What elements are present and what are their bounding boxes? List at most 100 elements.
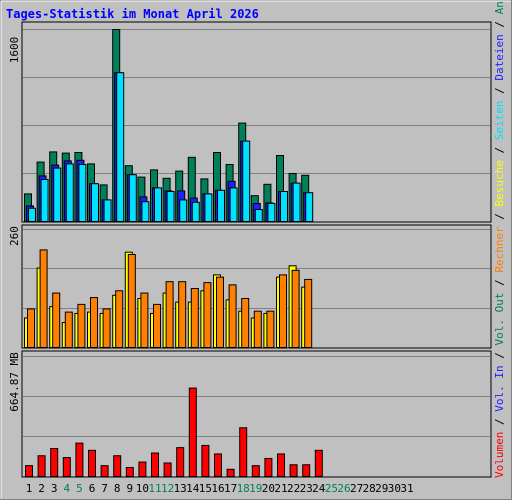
bar-rechner xyxy=(39,249,48,348)
bar-volumen xyxy=(226,468,235,478)
bar-dateien xyxy=(191,201,200,223)
x-tick-label: 12 xyxy=(161,482,174,495)
bar-dateien xyxy=(103,199,112,222)
bar-volumen xyxy=(25,465,33,477)
legend-item: Seiten xyxy=(493,100,506,140)
legend-separator: / xyxy=(493,412,506,432)
bar-dateien xyxy=(229,187,238,222)
bar-dateien xyxy=(78,164,87,222)
bar-volumen xyxy=(176,447,185,477)
x-tick-label: 7 xyxy=(101,482,108,495)
legend-item: Vol. Out xyxy=(493,293,506,346)
bar-volumen xyxy=(138,461,147,478)
panel-2-max-label: 260 xyxy=(8,226,21,246)
x-tick-label: 4 xyxy=(63,482,70,495)
bar-dateien xyxy=(267,203,276,222)
bar-volumen xyxy=(75,442,84,477)
chart-title: Tages-Statistik im Monat April 2026 xyxy=(6,7,259,21)
legend-separator: / xyxy=(493,273,506,293)
bar-rechner xyxy=(52,292,61,348)
bar-volumen xyxy=(37,455,46,477)
bar-volumen xyxy=(277,453,285,478)
x-tick-label: 15 xyxy=(199,482,212,495)
bar-dateien xyxy=(116,72,125,222)
bar-dateien xyxy=(292,182,301,223)
bar-rechner xyxy=(304,278,313,348)
bar-rechner xyxy=(165,281,174,349)
x-tick-label: 16 xyxy=(211,482,224,495)
bar-volumen xyxy=(201,444,210,477)
bar-rechner xyxy=(90,297,98,349)
bar-dateien xyxy=(65,163,74,222)
bar-rechner xyxy=(203,282,212,349)
bar-rechner xyxy=(228,284,237,348)
x-tick-label: 30 xyxy=(388,482,401,495)
bar-rechner xyxy=(253,310,262,349)
bar-rechner xyxy=(216,276,224,348)
bar-volumen xyxy=(113,455,122,477)
bar-rechner xyxy=(27,308,35,348)
panel-1-max-label: 1600 xyxy=(8,37,21,64)
x-tick-label: 8 xyxy=(114,482,121,495)
x-tick-label: 24 xyxy=(312,482,326,495)
x-tick-label: 2 xyxy=(38,482,45,495)
x-tick-label: 10 xyxy=(136,482,149,495)
legend-item: Besuche xyxy=(493,160,506,206)
bar-dateien xyxy=(280,191,288,222)
bar-dateien xyxy=(128,174,137,222)
bar-dateien xyxy=(254,209,263,222)
legend-item: Vol. In xyxy=(493,365,506,411)
x-tick-label: 6 xyxy=(89,482,96,495)
bar-volumen xyxy=(125,466,134,477)
x-tick-label: 21 xyxy=(274,482,287,495)
legend-separator: / xyxy=(493,346,506,366)
bar-dateien xyxy=(204,193,213,222)
bar-volumen xyxy=(50,448,59,477)
x-tick-label: 17 xyxy=(224,482,237,495)
bar-volumen xyxy=(151,452,159,478)
bar-volumen xyxy=(314,449,323,477)
x-tick-label: 31 xyxy=(400,482,413,495)
bar-rechner xyxy=(77,303,86,348)
bar-dateien xyxy=(166,191,175,222)
bar-rechner xyxy=(64,311,73,349)
bar-rechner xyxy=(241,297,250,349)
bar-dateien xyxy=(28,207,36,223)
legend-separator: / xyxy=(493,140,506,160)
bar-dateien xyxy=(154,187,162,222)
x-tick-label: 18 xyxy=(237,482,250,495)
bar-dateien xyxy=(91,183,99,222)
bar-volumen xyxy=(264,457,273,477)
bar-rechner xyxy=(291,269,300,349)
legend-item: Dateien xyxy=(493,34,506,80)
panel-3-max-label: 664.87 MB xyxy=(8,352,21,412)
x-tick-label: 3 xyxy=(51,482,58,495)
bar-volumen xyxy=(251,465,260,477)
bar-volumen xyxy=(163,462,172,478)
legend-separator: / xyxy=(493,206,506,226)
x-tick-label: 14 xyxy=(186,482,200,495)
x-tick-label: 1 xyxy=(26,482,33,495)
bar-rechner xyxy=(153,303,161,348)
bar-dateien xyxy=(179,199,188,222)
x-tick-label: 26 xyxy=(337,482,350,495)
legend-separator: / xyxy=(493,14,506,34)
bar-rechner xyxy=(178,281,187,349)
bar-dateien xyxy=(305,192,314,222)
bar-rechner xyxy=(279,274,287,348)
x-tick-label: 25 xyxy=(325,482,338,495)
legend-item: Rechner xyxy=(493,226,506,273)
bar-rechner xyxy=(127,253,136,348)
legend-separator: / xyxy=(493,81,506,101)
bar-dateien xyxy=(217,189,225,223)
x-tick-label: 20 xyxy=(262,482,275,495)
bar-dateien xyxy=(141,201,150,222)
legend-item: Anfragen xyxy=(493,0,506,14)
bar-rechner xyxy=(266,310,275,349)
x-tick-label: 19 xyxy=(249,482,262,495)
x-tick-label: 27 xyxy=(350,482,363,495)
x-tick-label: 13 xyxy=(174,482,187,495)
bar-volumen xyxy=(289,464,298,477)
x-tick-label: 5 xyxy=(76,482,83,495)
